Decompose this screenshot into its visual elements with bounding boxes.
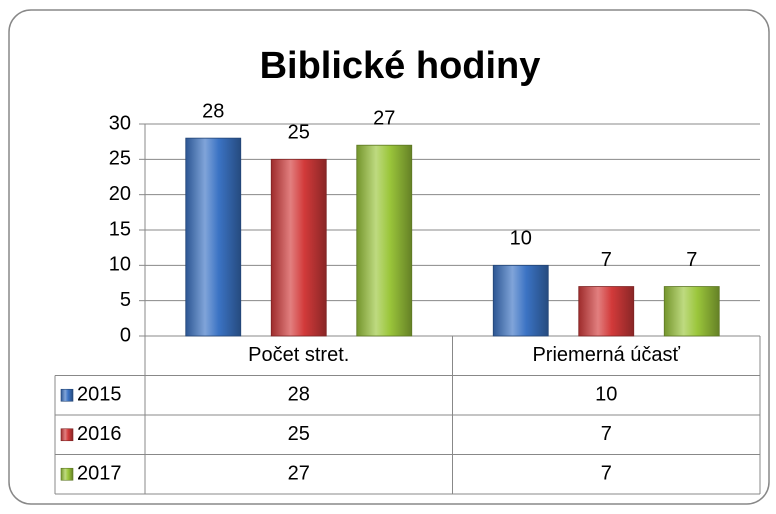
x-tick-label: Priemerná účasť: [532, 344, 680, 366]
bar: [578, 286, 635, 337]
bar: [663, 286, 720, 337]
y-tick-label: 0: [120, 324, 131, 346]
legend-key: [60, 388, 74, 402]
legend-key: [60, 467, 74, 481]
legend-label: 2016: [77, 423, 122, 445]
y-tick-label: 20: [109, 183, 131, 205]
table-cell: 7: [601, 423, 612, 445]
value-label: 27: [373, 107, 395, 129]
legend-label: 2015: [77, 384, 122, 406]
value-label: 7: [686, 249, 697, 271]
bar: [270, 158, 327, 337]
x-tick-label: Počet stret.: [248, 344, 349, 366]
value-label: 7: [601, 249, 612, 271]
bar: [185, 137, 242, 337]
value-label: 28: [202, 100, 224, 122]
value-label: 25: [288, 122, 310, 144]
table-cell: 7: [601, 463, 612, 485]
bar: [356, 144, 413, 337]
value-label: 10: [510, 228, 532, 250]
y-tick-label: 30: [109, 112, 131, 134]
table-cell: 10: [595, 384, 617, 406]
table-cell: 27: [288, 463, 310, 485]
table-cell: 25: [288, 423, 310, 445]
y-tick-label: 10: [109, 254, 131, 276]
bar: [492, 264, 549, 337]
legend-label: 2017: [77, 463, 122, 485]
table-cell: 28: [288, 384, 310, 406]
chart-title: Biblické hodiny: [260, 45, 541, 87]
y-tick-label: 25: [109, 148, 131, 170]
y-tick-label: 5: [120, 289, 131, 311]
legend-key: [60, 428, 74, 442]
y-tick-label: 15: [109, 218, 131, 240]
